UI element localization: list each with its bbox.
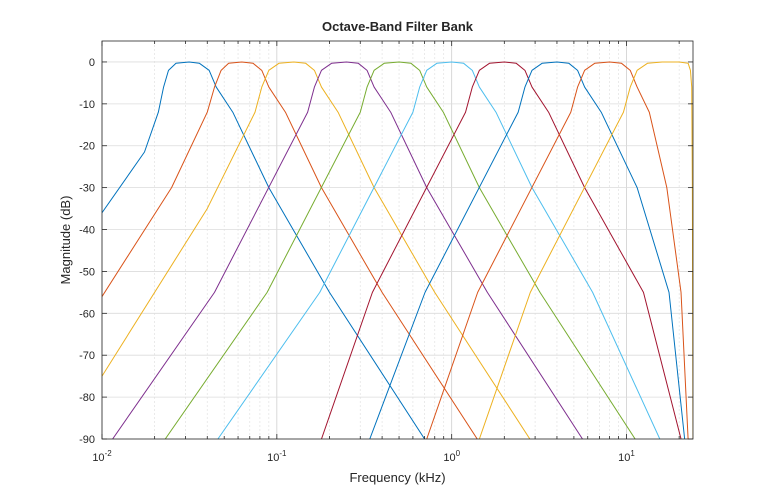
- y-tick-label: -20: [79, 141, 95, 153]
- filter-band-line-9: [426, 61, 689, 439]
- filter-band-line-5: [164, 61, 636, 439]
- y-tick-label: -30: [79, 183, 95, 195]
- y-tick-label: -40: [79, 225, 95, 237]
- filter-band-line-7: [320, 61, 682, 439]
- chart-title: Octave-Band Filter Bank: [322, 19, 474, 34]
- filter-band-line-4: [112, 61, 583, 439]
- x-tick-label: 100: [443, 449, 460, 464]
- filter-band-line-2: [102, 61, 478, 439]
- filter-band-line-1: [102, 61, 426, 439]
- axes-box: [101, 40, 694, 440]
- x-tick-label: 10-2: [92, 449, 112, 464]
- series-group: [102, 61, 693, 439]
- filter-band-line-10: [478, 61, 693, 439]
- x-axis-label: Frequency (kHz): [349, 470, 445, 485]
- y-tick-label: -80: [79, 392, 95, 404]
- x-tick-label: 101: [618, 449, 635, 464]
- plot-area: [102, 41, 693, 439]
- filter-band-line-8: [369, 61, 686, 439]
- y-tick-label: -70: [79, 350, 95, 362]
- filter-band-line-6: [217, 61, 661, 439]
- y-axis-label: Magnitude (dB): [58, 196, 73, 285]
- y-tick-label: -10: [79, 99, 95, 111]
- y-tick-label: 0: [89, 57, 95, 69]
- y-tick-label: -50: [79, 266, 95, 278]
- y-tick-label: -60: [79, 308, 95, 320]
- series-layer: [102, 61, 693, 439]
- y-tick-label: -90: [79, 434, 95, 446]
- filter-band-line-3: [102, 61, 531, 439]
- tick-layer: 0 -10 -20 -30 -40 -50 -60 -70 -80 -90 10-2 10-1 100 1…: [79, 41, 693, 464]
- x-tick-label: 10-1: [267, 449, 287, 464]
